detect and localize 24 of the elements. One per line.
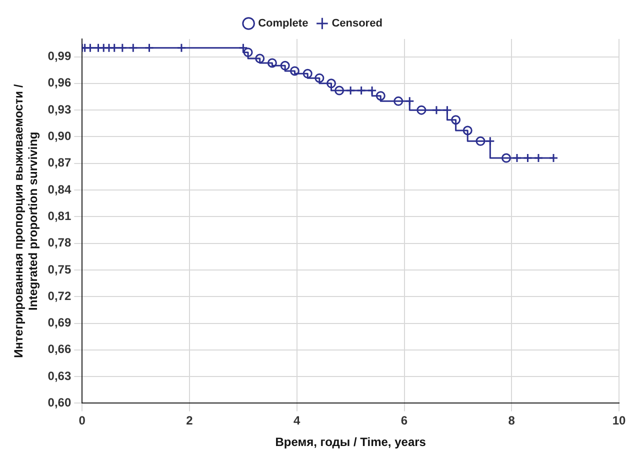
- x-tick-label: 10: [612, 414, 626, 428]
- y-tick-label: 0,63: [48, 368, 72, 383]
- y-axis-title: Интегрированная пропорция выживаемости / Integrated proportion surviving: [12, 84, 40, 358]
- legend-label: Censored: [332, 18, 382, 30]
- x-tick-label: 2: [186, 414, 194, 428]
- y-tick-label: 0,93: [48, 102, 72, 116]
- y-tick-label: 0,72: [48, 288, 72, 303]
- y-tick-label: 0,66: [48, 342, 72, 356]
- x-axis-title: Время, годы / Time, years: [275, 435, 426, 450]
- y-tick-label: 0,75: [48, 262, 72, 276]
- y-tick-label: 0,60: [48, 396, 72, 410]
- y-tick-label: 0,87: [48, 156, 72, 170]
- x-tick-label: 8: [508, 414, 516, 428]
- y-tick-label: 0,78: [48, 236, 72, 250]
- y-tick-label: 0,96: [48, 76, 72, 90]
- x-tick-label: 4: [294, 414, 301, 428]
- x-tick-label: 6: [400, 414, 408, 428]
- y-tick-label: 0,81: [48, 208, 72, 223]
- y-tick-label: 0,69: [48, 316, 72, 330]
- x-tick-label: 0: [78, 414, 86, 428]
- y-tick-label: 0,90: [48, 129, 72, 144]
- legend-label: Complete: [258, 18, 308, 30]
- y-tick-label: 0,99: [48, 49, 72, 64]
- y-tick-label: 0,84: [48, 182, 72, 196]
